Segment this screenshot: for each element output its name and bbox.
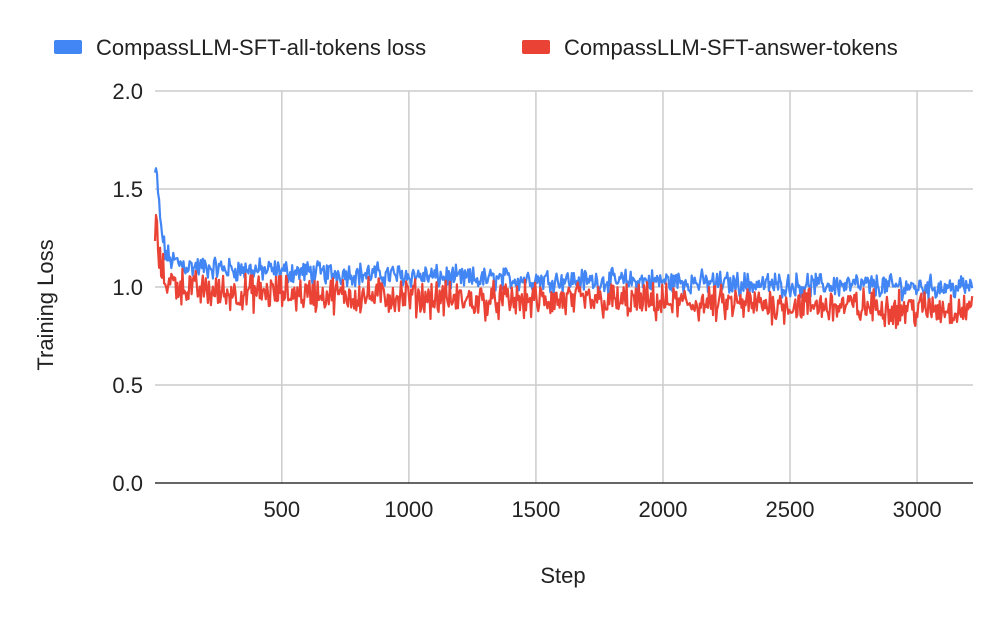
y-tick-label: 2.0	[112, 79, 143, 104]
y-tick-label: 0.5	[112, 373, 143, 398]
legend-label-all-tokens: CompassLLM-SFT-all-tokens loss	[96, 35, 426, 60]
legend-swatch-all-tokens	[54, 40, 82, 54]
x-axis-ticks: 500 1000 1500 2000 2500 3000	[263, 497, 941, 522]
series-area	[153, 167, 974, 330]
x-tick-label: 1500	[511, 497, 560, 522]
series-all-tokens-loss	[153, 167, 974, 302]
y-axis-ticks: 0.0 0.5 1.0 1.5 2.0	[112, 79, 143, 496]
x-tick-label: 1000	[384, 497, 433, 522]
y-tick-label: 1.5	[112, 177, 143, 202]
y-axis-title: Training Loss	[33, 239, 58, 370]
y-tick-label: 1.0	[112, 275, 143, 300]
legend-label-answer-tokens: CompassLLM-SFT-answer-tokens	[564, 35, 898, 60]
series-answer-tokens-loss	[153, 213, 974, 330]
y-tick-label: 0.0	[112, 471, 143, 496]
legend-swatch-answer-tokens	[522, 40, 550, 54]
x-tick-label: 2000	[639, 497, 688, 522]
legend: CompassLLM-SFT-all-tokens loss CompassLL…	[54, 35, 898, 60]
x-axis-title: Step	[540, 563, 585, 588]
x-tick-label: 2500	[766, 497, 815, 522]
x-tick-label: 500	[263, 497, 300, 522]
x-tick-label: 3000	[893, 497, 942, 522]
